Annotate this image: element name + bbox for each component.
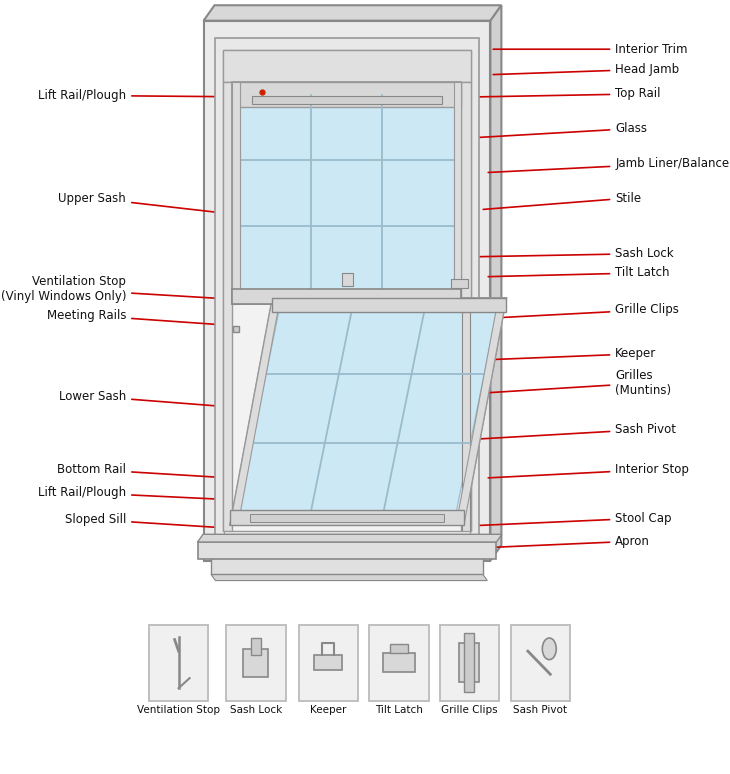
Text: Lift Rail/Plough: Lift Rail/Plough: [38, 486, 258, 501]
Text: Apron: Apron: [458, 535, 650, 549]
Text: Stile: Stile: [483, 191, 641, 210]
Text: Sash Pivot: Sash Pivot: [513, 705, 567, 714]
Bar: [244, 649, 269, 676]
Bar: [232, 82, 461, 107]
Bar: [211, 556, 483, 574]
Text: Meeting Rails: Meeting Rails: [47, 309, 248, 327]
Text: Lower Sash: Lower Sash: [59, 390, 238, 408]
Bar: [253, 96, 442, 104]
Text: Stool Cap: Stool Cap: [473, 512, 672, 526]
Polygon shape: [230, 298, 507, 525]
Bar: [223, 82, 232, 531]
Text: Upper Sash: Upper Sash: [58, 191, 258, 217]
Bar: [453, 82, 461, 304]
Bar: [383, 653, 415, 672]
FancyBboxPatch shape: [510, 625, 570, 701]
Bar: [223, 531, 470, 542]
Bar: [251, 638, 261, 655]
Bar: [459, 643, 480, 682]
Bar: [215, 38, 480, 543]
Bar: [230, 510, 464, 525]
Bar: [198, 542, 496, 559]
Polygon shape: [204, 5, 502, 21]
Bar: [463, 304, 470, 531]
FancyBboxPatch shape: [226, 625, 285, 701]
Bar: [223, 50, 472, 82]
Circle shape: [542, 638, 556, 659]
Text: Sash Lock: Sash Lock: [230, 705, 282, 714]
Polygon shape: [211, 574, 488, 580]
FancyBboxPatch shape: [149, 625, 208, 701]
Bar: [240, 94, 453, 292]
Bar: [464, 633, 475, 692]
Text: Tilt Latch: Tilt Latch: [375, 705, 423, 714]
Bar: [390, 644, 408, 653]
Bar: [232, 82, 240, 304]
FancyBboxPatch shape: [369, 625, 429, 701]
Bar: [342, 273, 353, 286]
Text: Jamb Liner/Balance: Jamb Liner/Balance: [488, 157, 729, 173]
Bar: [461, 82, 472, 531]
Text: Bottom Rail: Bottom Rail: [57, 463, 253, 479]
Bar: [204, 21, 491, 560]
FancyBboxPatch shape: [299, 625, 358, 701]
Polygon shape: [491, 5, 502, 560]
Polygon shape: [198, 534, 502, 542]
Text: Interior Stop: Interior Stop: [488, 463, 689, 478]
Text: Grille Clips: Grille Clips: [441, 705, 498, 714]
Text: Ventilation Stop: Ventilation Stop: [137, 705, 220, 714]
Text: Sloped Sill: Sloped Sill: [65, 513, 250, 529]
Bar: [223, 50, 472, 531]
Polygon shape: [456, 298, 507, 525]
Text: Grille Clips: Grille Clips: [473, 303, 679, 319]
Text: Keeper: Keeper: [483, 348, 656, 361]
FancyBboxPatch shape: [439, 625, 499, 701]
Bar: [451, 279, 469, 288]
Bar: [315, 655, 342, 670]
Text: Top Rail: Top Rail: [473, 87, 661, 101]
Text: Tilt Latch: Tilt Latch: [488, 266, 669, 279]
Text: Lift Rail/Plough: Lift Rail/Plough: [38, 89, 263, 102]
Text: Glass: Glass: [434, 122, 648, 140]
Text: Grilles
(Muntins): Grilles (Muntins): [458, 369, 672, 397]
Text: Interior Trim: Interior Trim: [493, 43, 688, 56]
Text: Sash Lock: Sash Lock: [401, 247, 674, 260]
Bar: [250, 514, 444, 522]
Polygon shape: [272, 298, 507, 312]
Text: Keeper: Keeper: [310, 705, 347, 714]
Text: Head Jamb: Head Jamb: [493, 63, 680, 76]
Text: Ventilation Stop
(Vinyl Windows Only): Ventilation Stop (Vinyl Windows Only): [1, 275, 253, 303]
Bar: [232, 289, 461, 304]
Text: Sash Pivot: Sash Pivot: [473, 423, 676, 440]
Bar: [232, 82, 461, 304]
Polygon shape: [238, 304, 499, 512]
Polygon shape: [230, 298, 280, 525]
